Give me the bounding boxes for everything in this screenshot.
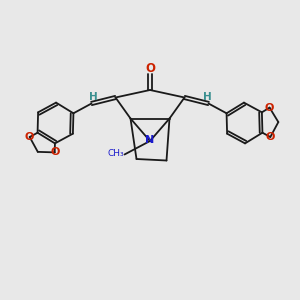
Text: O: O (25, 132, 34, 142)
Text: CH₃: CH₃ (107, 149, 124, 158)
Text: H: H (202, 92, 211, 103)
Text: O: O (50, 147, 59, 158)
Text: O: O (266, 132, 275, 142)
Text: N: N (146, 135, 154, 146)
Text: O: O (265, 103, 274, 112)
Text: O: O (145, 61, 155, 75)
Text: H: H (88, 92, 98, 103)
